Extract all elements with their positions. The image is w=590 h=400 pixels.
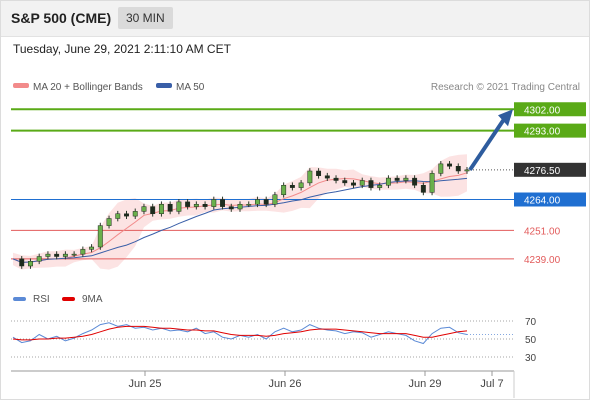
x-tick-label: Jun 29 — [408, 378, 441, 390]
ma50-legend-label: MA 50 — [176, 82, 205, 93]
candle-body — [464, 169, 470, 172]
level-current-2-label: 4276.50 — [524, 166, 561, 177]
candle-body — [45, 253, 51, 257]
candle-body — [228, 206, 234, 210]
candle-body — [89, 246, 95, 250]
x-tick-label: Jul 7 — [480, 378, 503, 390]
copyright-text: Research © 2021 Trading Central — [431, 82, 580, 93]
candle-body — [351, 182, 356, 186]
candle-body — [298, 182, 304, 188]
target-arrow — [468, 109, 513, 171]
level-support-4-label: 4251.00 — [524, 226, 561, 237]
candle-body — [455, 166, 461, 172]
candle-body — [237, 204, 243, 210]
chart-legend: MA 20 + Bollinger Bands MA 50 Research ©… — [13, 82, 580, 93]
candle-body — [150, 206, 156, 214]
candle-body — [438, 163, 444, 174]
ma20-legend-swatch — [13, 83, 29, 88]
candle-body — [62, 253, 68, 257]
candle-body — [394, 177, 400, 181]
candle-body — [333, 177, 339, 181]
x-axis: Jun 25 Jun 26 Jun 29 Jul 7 — [11, 370, 515, 398]
interval-button[interactable]: 30 MIN — [118, 7, 173, 29]
candle-body — [289, 185, 295, 188]
candle-body — [412, 177, 418, 186]
rsi-tick-label: 70 — [525, 317, 537, 328]
candle-body — [429, 173, 435, 193]
rsi-tick-label: 50 — [525, 335, 537, 346]
candle-body — [246, 204, 252, 206]
candle-body — [19, 258, 25, 267]
rsi-legend: RSI 9MA — [13, 294, 103, 305]
candle-body — [28, 261, 33, 267]
candle-body — [342, 180, 348, 184]
instrument-title: S&P 500 (CME) — [11, 10, 112, 26]
candle-body — [193, 204, 199, 207]
candle-body — [71, 253, 77, 256]
rsi-ma-legend-label: 9MA — [82, 294, 103, 305]
candle-body — [185, 201, 191, 207]
candle-body — [167, 204, 173, 212]
candle-body — [124, 213, 129, 217]
candle-body — [220, 199, 225, 207]
level-resistance-1-label-box — [514, 123, 586, 138]
level-resistance-0-label-box — [514, 102, 586, 117]
rsi-ma-line — [12, 325, 468, 341]
rsi-tick-label: 30 — [525, 353, 537, 364]
candle-body — [420, 185, 426, 193]
candle-body — [368, 180, 374, 188]
ma20-legend-label: MA 20 + Bollinger Bands — [33, 82, 143, 93]
candle-body — [255, 199, 260, 205]
candle-body — [447, 163, 452, 167]
price-candles — [19, 161, 470, 269]
candle-body — [385, 177, 391, 186]
chart-datetime: Tuesday, June 29, 2021 2:11:10 AM CET — [13, 42, 231, 56]
x-tick-label: Jun 26 — [268, 378, 301, 390]
level-resistance-0-label: 4302.00 — [524, 105, 561, 116]
price-levels — [11, 108, 514, 260]
candle-body — [158, 204, 164, 214]
candle-body — [377, 185, 383, 188]
candle-body — [115, 213, 121, 219]
candle-body — [211, 199, 217, 207]
candle-body — [316, 170, 322, 176]
rsi-legend-swatch — [13, 297, 26, 301]
candle-body — [176, 201, 182, 212]
candle-body — [106, 218, 112, 226]
candle-body — [97, 225, 103, 248]
rsi-panel: 70 50 30 — [11, 317, 537, 364]
arrow-head — [498, 109, 513, 127]
candle-body — [54, 253, 60, 257]
level-current-2-label-box — [514, 162, 586, 177]
level-support-5-label: 4239.00 — [524, 255, 561, 266]
candle-body — [324, 175, 330, 179]
candle-body — [359, 180, 365, 186]
candle-body — [80, 249, 86, 255]
candle-body — [403, 177, 409, 181]
chart-header: S&P 500 (CME) 30 MIN — [0, 0, 590, 37]
candle-body — [36, 256, 42, 262]
level-resistance-1-label: 4293.00 — [524, 127, 561, 138]
level-pivot-3-label: 4264.00 — [524, 196, 561, 207]
level-pivot-3-label-box — [514, 192, 586, 207]
candle-body — [272, 194, 278, 205]
candle-body — [281, 185, 287, 195]
rsi-ma-legend-swatch — [62, 297, 75, 301]
level-labels: 4302.00 4293.00 4276.50 4264.00 4251.00 4239.… — [514, 102, 586, 266]
x-tick-label: Jun 25 — [128, 378, 161, 390]
candle-body — [141, 206, 147, 212]
rsi-legend-label: RSI — [33, 294, 50, 305]
candle-body — [202, 204, 208, 207]
candle-body — [263, 199, 269, 205]
candle-body — [307, 170, 313, 184]
candle-body — [132, 211, 138, 217]
arrow-shaft — [468, 118, 506, 171]
ma50-legend-swatch — [156, 83, 172, 88]
